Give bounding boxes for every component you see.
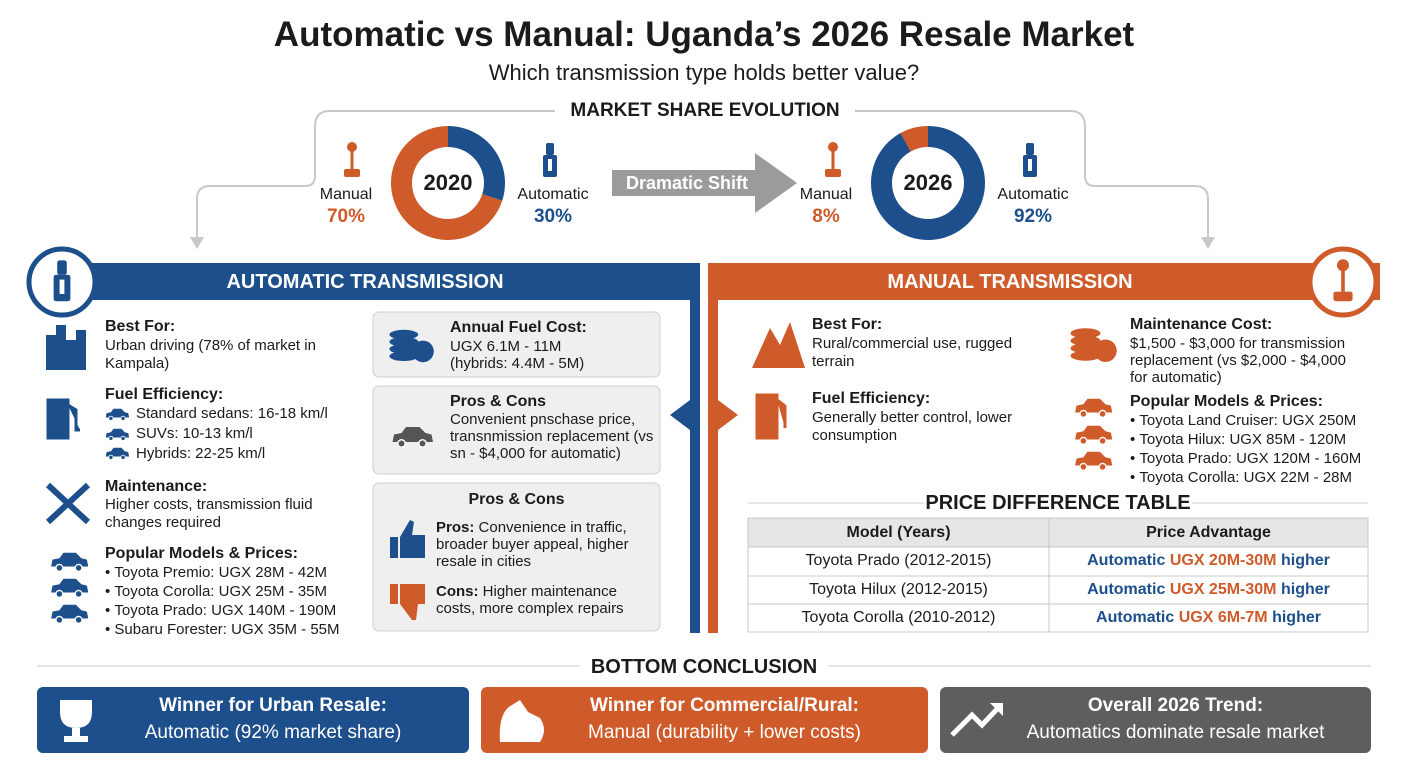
table-cell: Toyota Corolla (2010-2012) xyxy=(801,609,996,626)
shift-arrow xyxy=(612,153,797,213)
list-item: SUVs: 10-13 km/l xyxy=(136,425,253,442)
frame-lines xyxy=(196,110,1209,240)
automatic-panel-frame xyxy=(26,246,700,633)
list-item: Toyota Prado: UGX 120M - 160M xyxy=(1130,450,1361,468)
list-item: Subaru Forester: UGX 35M - 55M xyxy=(105,621,339,639)
item-text: Urban driving (78% of market in Kampala) xyxy=(105,337,316,372)
section-heading: BOTTOM CONCLUSION xyxy=(590,656,818,678)
manual-icon xyxy=(825,142,841,177)
list-item: Standard sedans: 16-18 km/l xyxy=(136,405,328,422)
donut-segment xyxy=(900,126,928,152)
title: Automatic vs Manual: Uganda’s 2026 Resal… xyxy=(273,15,1135,54)
donut-segment xyxy=(871,126,986,240)
donut-center-label: 2020 xyxy=(423,170,473,195)
legend-label: Automatic xyxy=(517,186,589,203)
card-text: Automatic (92% market share) xyxy=(144,722,402,743)
cons-text: Higher maintenance costs, more complex r… xyxy=(436,583,624,617)
card-title: Winner for Commercial/Rural: xyxy=(589,695,860,716)
cons-label: Cons: xyxy=(436,583,479,600)
table-header: Model (Years) xyxy=(846,524,951,541)
list-item: Toyota Land Cruiser: UGX 250M xyxy=(1130,412,1356,430)
item-label: Best For: xyxy=(812,316,883,333)
value-label: 92% xyxy=(1013,206,1053,227)
donut-segment xyxy=(391,126,503,240)
manual-panel-frame xyxy=(708,246,1380,633)
pros-label: Pros: xyxy=(436,519,475,536)
donut-center-label: 2026 xyxy=(903,170,953,195)
table-cell: Automatic UGX 25M-30M higher xyxy=(1049,581,1368,599)
automatic-cards xyxy=(372,311,661,632)
item-label: Popular Models & Prices: xyxy=(105,545,298,562)
pros-label: Pros: Convenience in traffic, broader bu… xyxy=(436,519,651,570)
card-text: Manual (durability + lower costs) xyxy=(588,722,861,743)
item-label: Maintenance Cost: xyxy=(1130,316,1273,333)
item-text: Higher costs, transmission fluid changes… xyxy=(105,496,313,531)
automatic-icons xyxy=(45,325,130,624)
item-text: $1,500 - $3,000 for transmission replace… xyxy=(1130,335,1346,386)
item-text: Rural/commercial use, rugged terrain xyxy=(812,335,1013,370)
advantage-winner: Automatic xyxy=(1096,609,1175,626)
advantage-winner: Automatic xyxy=(1087,552,1166,569)
card-text: Convenient pnschase price, transnmission… xyxy=(450,411,654,462)
card-text: UGX 6.1M - 11M xyxy=(450,338,562,355)
advantage-amount: UGX 20M-30M xyxy=(1169,552,1277,569)
list-item: Toyota Hilux: UGX 85M - 120M xyxy=(1130,431,1346,449)
frame-arrows xyxy=(190,237,1215,249)
shift-label: Dramatic Shift xyxy=(625,173,749,193)
automatic-icon xyxy=(1023,143,1037,177)
value-label: 70% xyxy=(326,206,366,227)
advantage-winner: Automatic xyxy=(1087,580,1166,598)
manual-icons xyxy=(752,322,1117,471)
advantage-suffix: higher xyxy=(1280,552,1330,569)
card-title: Overall 2026 Trend: xyxy=(1087,695,1264,716)
value-label: 8% xyxy=(812,206,840,227)
item-label: Maintenance: xyxy=(105,478,208,495)
panel-title: AUTOMATIC TRANSMISSION xyxy=(226,271,504,293)
automatic-icon xyxy=(543,143,557,177)
item-label: Best For: xyxy=(105,318,176,335)
panel-title: MANUAL TRANSMISSION xyxy=(887,271,1133,293)
section-heading: MARKET SHARE EVOLUTION xyxy=(570,100,840,121)
card-title: Pros & Cons xyxy=(468,491,565,508)
card-text: (hybrids: 4.4M - 5M) xyxy=(450,355,585,372)
table-cell: Automatic UGX 6M-7M higher xyxy=(1049,609,1368,627)
legend-label: Manual xyxy=(799,186,853,203)
table-title: PRICE DIFFERENCE TABLE xyxy=(925,492,1191,514)
manual-icon xyxy=(344,142,360,177)
item-label: Popular Models & Prices: xyxy=(1130,393,1323,410)
legend-label: Automatic xyxy=(997,186,1069,203)
list-item: Toyota Premio: UGX 28M - 42M xyxy=(105,564,327,582)
cons-label: Cons: Higher maintenance costs, more com… xyxy=(436,583,651,617)
subtitle: Which transmission type holds better val… xyxy=(488,60,920,85)
pros-text: Convenience in traffic, broader buyer ap… xyxy=(436,519,629,570)
donut-segment xyxy=(448,126,505,201)
advantage-amount: UGX 25M-30M xyxy=(1169,580,1277,598)
price-table-frame xyxy=(747,502,1369,633)
value-label: 30% xyxy=(533,206,573,227)
table-header: Price Advantage xyxy=(1146,524,1271,541)
advantage-amount: UGX 6M-7M xyxy=(1178,609,1268,626)
card-title: Pros & Cons xyxy=(450,393,547,410)
card-text: Automatics dominate resale market xyxy=(1026,722,1325,743)
advantage-suffix: higher xyxy=(1280,580,1330,598)
table-cell: Toyota Hilux (2012-2015) xyxy=(809,580,988,598)
table-cell: Toyota Prado (2012-2015) xyxy=(805,552,992,569)
item-text: Generally better control, lower consumpt… xyxy=(812,409,1013,444)
list-item: Toyota Corolla: UGX 25M - 35M xyxy=(105,583,327,601)
advantage-suffix: higher xyxy=(1272,609,1321,626)
list-item: Toyota Corolla: UGX 22M - 28M xyxy=(1130,469,1352,487)
legend-label: Manual xyxy=(319,186,373,203)
item-label: Fuel Efficiency: xyxy=(812,390,931,407)
list-item: Toyota Prado: UGX 140M - 190M xyxy=(105,602,336,620)
card-title: Winner for Urban Resale: xyxy=(159,695,387,716)
table-cell: Automatic UGX 20M-30M higher xyxy=(1049,552,1368,570)
list-item: Hybrids: 22-25 km/l xyxy=(136,445,266,462)
card-title: Annual Fuel Cost: xyxy=(450,319,587,336)
item-label: Fuel Efficiency: xyxy=(105,386,224,403)
conclusion-frame xyxy=(37,665,1371,753)
